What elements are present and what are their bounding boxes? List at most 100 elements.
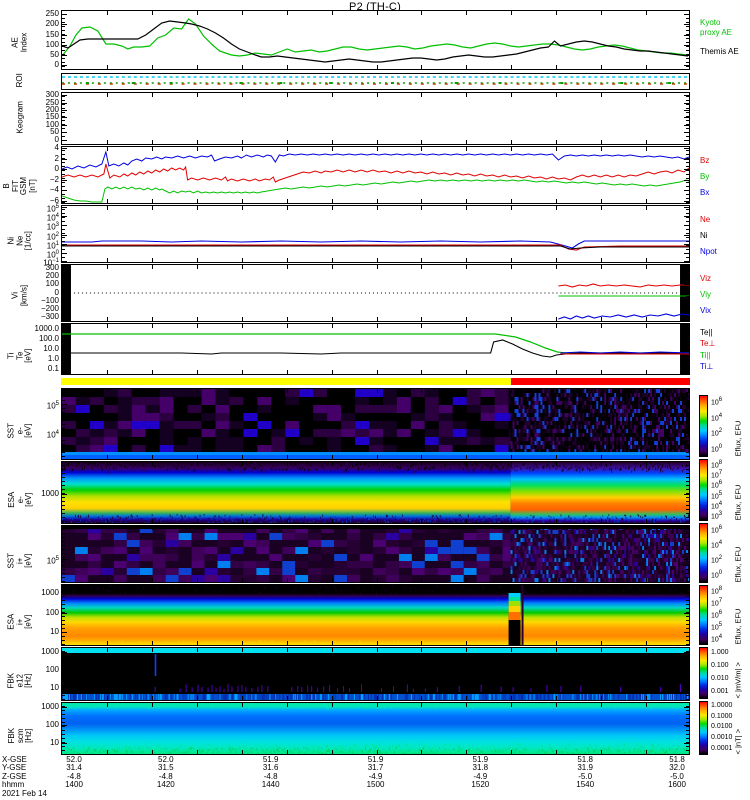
xtick-mark xyxy=(331,585,333,589)
ytick-minor xyxy=(62,416,65,417)
ytick-minor xyxy=(62,557,65,558)
ytick-minor xyxy=(62,241,65,242)
xtick-mark xyxy=(241,641,243,645)
bottom-row-value: 1500 xyxy=(366,780,385,790)
ytick-minor xyxy=(62,237,65,238)
ytick-minor xyxy=(62,58,65,59)
ytick-minor xyxy=(686,116,689,117)
ytick-minor xyxy=(686,509,689,510)
ytick-mark xyxy=(62,158,67,160)
ytick-mark xyxy=(684,102,689,104)
ytick-label-sst-e-1: 104 xyxy=(46,429,59,440)
ytick-mark xyxy=(684,493,689,495)
xtick-mark xyxy=(241,526,243,530)
ytick-minor xyxy=(686,312,689,313)
xtick-mark xyxy=(196,648,198,652)
xtick-mark xyxy=(601,199,603,203)
ytick-mark xyxy=(684,24,689,26)
ytick-mark xyxy=(62,349,67,350)
xtick-mark xyxy=(601,455,603,459)
ytick-minor xyxy=(62,493,65,494)
ytick-minor xyxy=(62,537,65,538)
ytick-label-density-4: 101 xyxy=(46,240,59,251)
xtick-mark xyxy=(511,265,513,269)
xtick-mark xyxy=(466,750,468,754)
keogram-plot-area xyxy=(62,93,689,144)
xtick-mark xyxy=(421,455,423,459)
ytick-mark xyxy=(62,688,67,690)
ytick-label-fbk-e12-1: 100 xyxy=(45,664,59,674)
cb-esa-e-label-3: 105 xyxy=(711,490,723,500)
ytick-minor xyxy=(686,545,689,546)
ytick-minor xyxy=(686,42,689,43)
xtick-mark xyxy=(241,317,243,321)
ytick-label-density-1: 104 xyxy=(46,213,59,223)
ytick-minor xyxy=(62,245,65,246)
xtick-mark xyxy=(196,206,198,210)
series-ni xyxy=(62,245,689,250)
xtick-mark xyxy=(151,11,153,15)
legend-velocity-2: Vix xyxy=(700,305,711,315)
xtick-mark xyxy=(106,206,108,210)
ytick-minor xyxy=(62,112,65,113)
ytick-minor xyxy=(62,592,65,593)
xtick-mark xyxy=(466,519,468,523)
bottom-row-value: 1400 xyxy=(65,780,83,790)
ytick-minor xyxy=(62,659,65,660)
ytick-minor xyxy=(686,62,689,63)
xtick-mark xyxy=(466,324,468,328)
ytick-mark xyxy=(62,652,67,654)
xtick-mark xyxy=(331,370,333,374)
ytick-minor xyxy=(62,473,65,474)
xtick-mark xyxy=(286,370,288,374)
ytick-minor xyxy=(686,513,689,514)
xtick-mark xyxy=(286,585,288,589)
bottom-row-value: 31.4 xyxy=(66,763,82,773)
xtick-mark xyxy=(196,526,198,530)
ytick-mark xyxy=(684,613,689,615)
xtick-mark xyxy=(196,93,198,97)
cb-sst-e xyxy=(699,395,708,457)
xtick-mark xyxy=(466,703,468,707)
xtick-mark xyxy=(331,578,333,582)
ytick-minor xyxy=(686,608,689,609)
ytick-label-esa-i-1: 100 xyxy=(45,608,59,618)
ytick-mark xyxy=(62,493,67,495)
ytick-label-temperature-1: 100.0 xyxy=(38,334,59,344)
ytick-minor xyxy=(62,521,65,522)
mode-strip xyxy=(61,378,690,385)
bottom-row-value: 31.7 xyxy=(367,763,384,773)
ytick-minor xyxy=(686,367,689,368)
ytick-minor xyxy=(62,632,65,633)
ytick-minor xyxy=(62,396,65,397)
ytick-mark xyxy=(62,669,67,671)
xtick-mark xyxy=(376,265,378,269)
ytick-minor xyxy=(62,444,65,445)
ytick-minor xyxy=(686,241,689,242)
ytick-minor xyxy=(62,276,65,277)
ytick-minor xyxy=(62,38,65,39)
xtick-mark xyxy=(556,641,558,645)
xtick-mark xyxy=(106,389,108,393)
ytick-minor xyxy=(62,742,65,743)
legend-velocity-0: Viz xyxy=(700,273,711,283)
ytick-label-velocity-1: 200 xyxy=(45,271,59,281)
xtick-mark xyxy=(646,389,648,393)
xtick-mark xyxy=(466,389,468,393)
ytick-minor xyxy=(686,612,689,613)
xtick-mark xyxy=(241,258,243,262)
ytick-minor xyxy=(686,521,689,522)
xtick-mark xyxy=(286,258,288,262)
xtick-mark xyxy=(511,258,513,262)
xtick-mark xyxy=(196,147,198,151)
xtick-mark xyxy=(241,140,243,144)
ytick-mark xyxy=(62,613,67,615)
ytick-minor xyxy=(686,718,689,719)
panel-density xyxy=(61,205,690,263)
ytick-minor xyxy=(686,261,689,262)
ytick-label-esa-i-2: 10 xyxy=(50,627,59,637)
ytick-minor xyxy=(686,128,689,129)
bottom-row-name: Y-GSE xyxy=(2,763,27,773)
cb-fbk-e12-label-3: 0.001 xyxy=(711,687,729,695)
